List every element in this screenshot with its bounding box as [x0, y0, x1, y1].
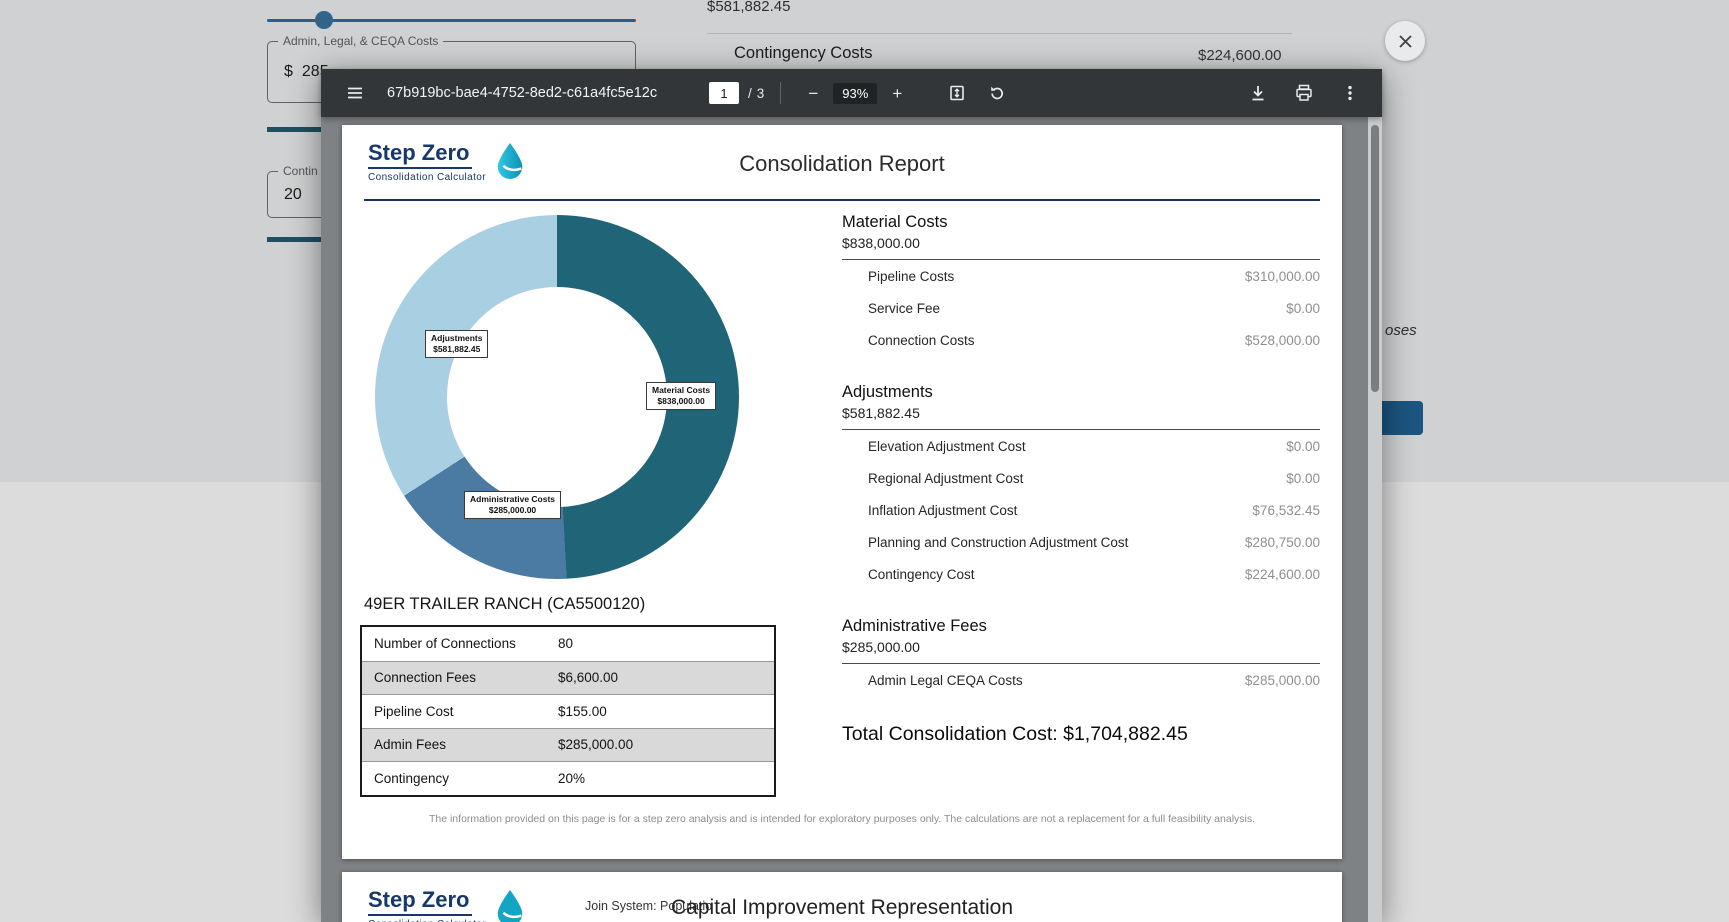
adjustments-total-text: $581,882.45	[707, 0, 791, 15]
table-row: Pipeline Cost $155.00	[362, 694, 774, 728]
pdf-scrollbar-track[interactable]	[1368, 117, 1382, 922]
table-row: Connection Fees $6,600.00	[362, 660, 774, 694]
cost-donut-chart: Adjustments $581,882.45 Material Costs $…	[375, 215, 739, 579]
menu-button[interactable]	[339, 77, 371, 109]
fit-to-page-icon	[948, 84, 966, 102]
cost-row: Admin Legal CEQA Costs $285,000.00	[868, 672, 1320, 688]
cost-slider-thumb[interactable]	[315, 11, 333, 29]
page2-system-text: Join System: Populatio	[585, 899, 713, 913]
water-drop-icon	[493, 141, 527, 181]
document-title: 67b919bc-bae4-4752-8ed2-c61a4fc5e12c	[387, 85, 658, 101]
fit-to-page-button[interactable]	[941, 77, 973, 109]
print-icon	[1294, 83, 1314, 103]
total-consolidation-cost: Total Consolidation Cost: $1,704,882.45	[842, 723, 1188, 745]
logo-rule	[368, 167, 472, 169]
print-button[interactable]	[1288, 77, 1320, 109]
zoom-in-button[interactable]: +	[881, 77, 913, 109]
logo-title: Step Zero	[368, 140, 470, 165]
contingency-costs-label: Contingency Costs	[734, 44, 873, 62]
page-count: / 3	[748, 86, 764, 101]
system-heading: 49ER TRAILER RANCH (CA5500120)	[364, 595, 646, 613]
chart-label-administrative: Administrative Costs $285,000.00	[464, 491, 562, 520]
cost-row: Regional Adjustment Cost $0.00	[868, 470, 1320, 486]
more-options-button[interactable]	[1334, 77, 1366, 109]
page2-title: Capital Improvement Representation	[670, 896, 1013, 919]
water-drop-icon	[493, 888, 527, 922]
hamburger-icon	[346, 84, 364, 102]
step-zero-logo-page2: Step Zero Consolidation Calculator	[368, 888, 527, 922]
pdf-viewer-modal: 67b919bc-bae4-4752-8ed2-c61a4fc5e12c / 3…	[321, 69, 1382, 922]
page-separator: /	[748, 85, 752, 101]
contingency-costs-value: $224,600.00	[1198, 47, 1282, 64]
table-row: Contingency 20%	[362, 761, 774, 795]
pdf-content-area: Step Zero Consolidation Calculator	[321, 117, 1382, 922]
pdf-scrollbar-thumb[interactable]	[1371, 125, 1379, 392]
cost-row: Inflation Adjustment Cost $76,532.45	[868, 502, 1320, 518]
cost-slider-track[interactable]	[267, 19, 636, 22]
admin-legal-ceqa-label: Admin, Legal, & CEQA Costs	[278, 34, 444, 48]
donut-hole	[447, 287, 667, 507]
rotate-button[interactable]	[981, 77, 1013, 109]
download-button[interactable]	[1242, 77, 1274, 109]
summary-divider	[707, 33, 1292, 34]
chart-label-adjustments: Adjustments $581,882.45	[425, 330, 489, 359]
adjustments-section: Adjustments $581,882.45 Elevation Adjust…	[842, 383, 1320, 590]
administrative-fees-section: Administrative Fees $285,000.00 Admin Le…	[842, 617, 1320, 696]
currency-prefix: $	[284, 63, 293, 80]
cost-breakdown: Material Costs $838,000.00 Pipeline Cost…	[842, 213, 1320, 746]
logo-subtitle: Consolidation Calculator	[368, 172, 486, 183]
download-icon	[1248, 83, 1268, 103]
cost-row: Pipeline Costs $310,000.00	[868, 268, 1320, 284]
zoom-out-button[interactable]: −	[797, 77, 829, 109]
cost-row: Service Fee $0.00	[868, 300, 1320, 316]
contingency-field-value: 20	[284, 185, 302, 203]
kebab-menu-icon	[1341, 84, 1359, 102]
total-pages: 3	[756, 85, 765, 101]
zoom-out-icon: −	[808, 83, 819, 103]
cost-row: Connection Costs $528,000.00	[868, 332, 1320, 348]
report-page-2: Step Zero Consolidation Calculator Join …	[342, 872, 1342, 922]
table-row: Admin Fees $285,000.00	[362, 727, 774, 761]
disclaimer-text: The information provided on this page is…	[428, 813, 1256, 825]
chart-label-material: Material Costs $838,000.00	[646, 382, 717, 411]
report-title: Consolidation Report	[739, 151, 945, 176]
system-details-table: Number of Connections 80 Connection Fees…	[360, 625, 776, 797]
contingency-field-label: Contin	[278, 164, 323, 178]
cost-row: Planning and Construction Adjustment Cos…	[868, 534, 1320, 550]
rotate-icon	[988, 84, 1006, 102]
material-costs-section: Material Costs $838,000.00 Pipeline Cost…	[842, 213, 1320, 356]
pdf-toolbar: 67b919bc-bae4-4752-8ed2-c61a4fc5e12c / 3…	[321, 69, 1382, 117]
zoom-in-icon: +	[892, 83, 903, 103]
purposes-text-fragment: oses	[1385, 322, 1417, 339]
cost-row: Elevation Adjustment Cost $0.00	[868, 438, 1320, 454]
close-button[interactable]	[1385, 21, 1425, 61]
report-page-1: Step Zero Consolidation Calculator	[342, 125, 1342, 859]
cost-row: Contingency Cost $224,600.00	[868, 566, 1320, 582]
close-icon	[1397, 33, 1414, 50]
step-zero-logo: Step Zero Consolidation Calculator	[368, 141, 527, 183]
zoom-level: 93%	[833, 82, 878, 104]
table-row: Number of Connections 80	[374, 636, 574, 652]
toolbar-divider	[780, 82, 782, 104]
title-rule	[364, 199, 1320, 201]
page-number-input[interactable]	[709, 82, 739, 104]
